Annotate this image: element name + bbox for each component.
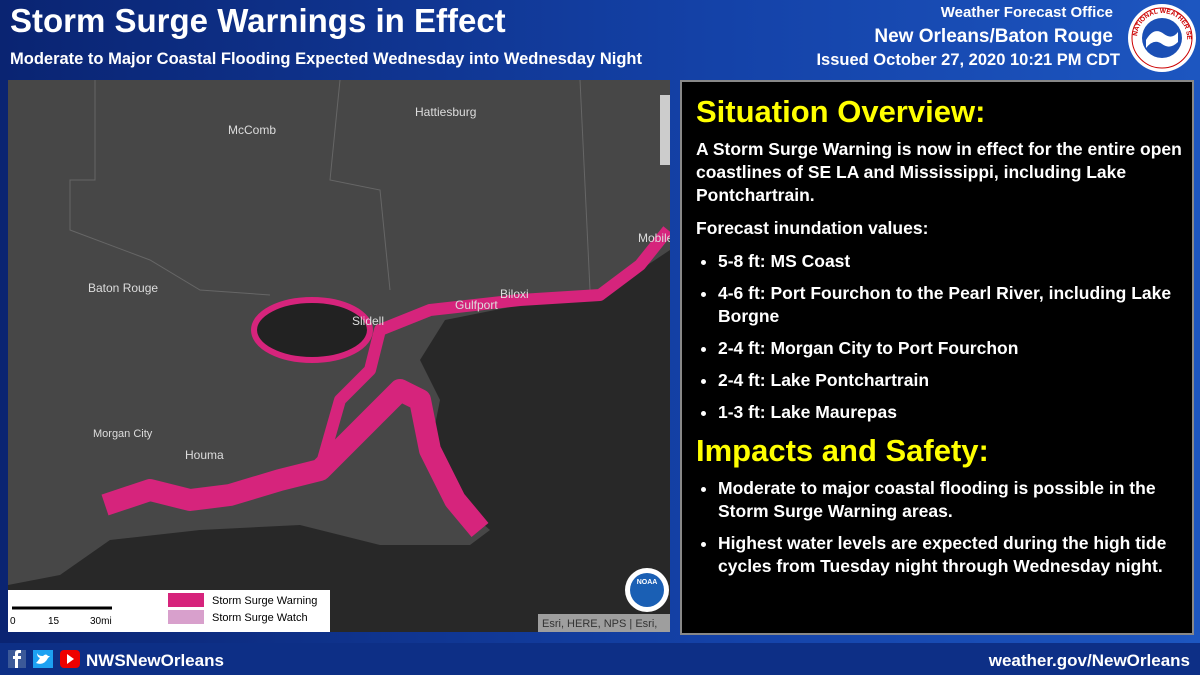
legend-swatch [168, 593, 204, 607]
impacts-heading: Impacts and Safety: [696, 433, 989, 468]
place-label: Mobile [638, 231, 674, 245]
noaa-text: NOAA [637, 579, 658, 586]
warning-area [314, 226, 670, 472]
forecast-item: 4-6 ft: Port Fourchon to the Pearl River… [718, 282, 1186, 328]
place-label: Slidell [352, 314, 384, 328]
place-label: Gulfport [455, 298, 498, 312]
place-labels: Hattiesburg McComb Baton Rouge Slidell G… [88, 105, 674, 462]
impact-item: Highest water levels are expected during… [718, 532, 1186, 578]
place-label: Biloxi [500, 287, 529, 301]
place-label: McComb [228, 123, 276, 137]
title: Storm Surge Warnings in Effect [10, 2, 506, 39]
gulf [8, 250, 670, 632]
forecast-item: 2-4 ft: Lake Pontchartrain [718, 369, 1186, 392]
place-label: Houma [185, 448, 224, 462]
office-location: New Orleans/Baton Rouge [874, 26, 1113, 47]
office: Weather Forecast Office [941, 4, 1113, 21]
subtitle: Moderate to Major Coastal Flooding Expec… [10, 50, 642, 68]
place-label: Morgan City [93, 428, 153, 440]
scale-label: 15 [48, 616, 60, 627]
warning-area [251, 297, 373, 363]
social-handle[interactable]: NWSNewOrleans [86, 651, 224, 670]
attribution-box [538, 614, 670, 632]
website[interactable]: weather.gov/NewOrleans [988, 651, 1190, 670]
legend-swatch [168, 610, 204, 624]
map-control[interactable] [660, 95, 670, 165]
place-label: Baton Rouge [88, 281, 158, 295]
impact-item: Moderate to major coastal flooding is po… [718, 477, 1186, 523]
map: Hattiesburg McComb Baton Rouge Slidell G… [8, 80, 674, 632]
lake-pontchartrain [257, 302, 367, 358]
forecast-item: 5-8 ft: MS Coast [718, 250, 1186, 273]
forecast-item: 2-4 ft: Morgan City to Port Fourchon [718, 337, 1186, 360]
border [579, 80, 591, 291]
scale-label: 0 [10, 616, 16, 627]
legend-label: Storm Surge Watch [212, 612, 308, 624]
attribution: Esri, HERE, NPS | Esri, [542, 618, 657, 630]
forecast-item: 1-3 ft: Lake Maurepas [718, 401, 1186, 424]
warning-area [101, 379, 489, 538]
info-panel: Situation Overview: A Storm Surge Warnin… [680, 80, 1194, 635]
overview-heading: Situation Overview: [696, 94, 986, 129]
impacts-list: Moderate to major coastal flooding is po… [690, 477, 1186, 578]
footer-bar [0, 643, 1200, 675]
issued: Issued October 27, 2020 10:21 PM CDT [816, 51, 1120, 69]
legend-label: Storm Surge Warning [212, 595, 317, 607]
border [329, 80, 391, 291]
scale-label: 30mi [90, 616, 112, 627]
place-label: Hattiesburg [415, 105, 476, 119]
forecast-heading: Forecast inundation values: [696, 218, 929, 238]
border [69, 80, 271, 296]
overview-intro: A Storm Surge Warning is now in effect f… [696, 139, 1182, 205]
forecast-list: 5-8 ft: MS Coast 4-6 ft: Port Fourchon to… [690, 250, 1186, 424]
